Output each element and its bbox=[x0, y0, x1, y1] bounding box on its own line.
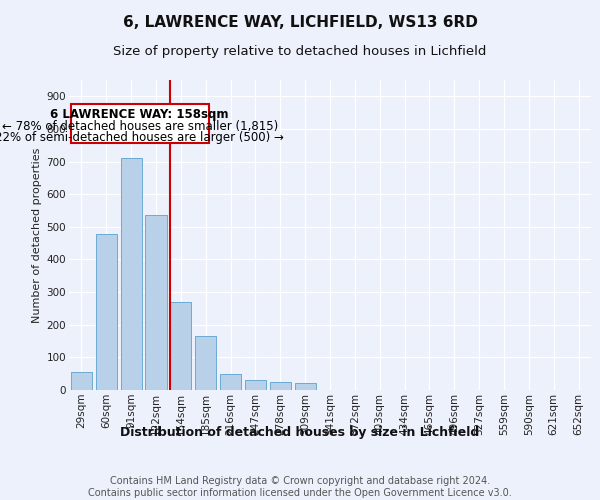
Text: ← 78% of detached houses are smaller (1,815): ← 78% of detached houses are smaller (1,… bbox=[2, 120, 278, 133]
FancyBboxPatch shape bbox=[71, 104, 209, 142]
Bar bbox=[71, 372, 92, 390]
Bar bbox=[270, 382, 291, 390]
Bar bbox=[96, 234, 117, 390]
Text: Distribution of detached houses by size in Lichfield: Distribution of detached houses by size … bbox=[121, 426, 479, 439]
Bar bbox=[195, 336, 216, 390]
Bar bbox=[170, 302, 191, 390]
Bar bbox=[245, 380, 266, 390]
Bar bbox=[220, 374, 241, 390]
Bar bbox=[145, 215, 167, 390]
Text: Contains HM Land Registry data © Crown copyright and database right 2024.
Contai: Contains HM Land Registry data © Crown c… bbox=[88, 476, 512, 498]
Text: Size of property relative to detached houses in Lichfield: Size of property relative to detached ho… bbox=[113, 45, 487, 58]
Text: 6 LAWRENCE WAY: 158sqm: 6 LAWRENCE WAY: 158sqm bbox=[50, 108, 229, 122]
Bar bbox=[295, 384, 316, 390]
Y-axis label: Number of detached properties: Number of detached properties bbox=[32, 148, 43, 322]
Text: 6, LAWRENCE WAY, LICHFIELD, WS13 6RD: 6, LAWRENCE WAY, LICHFIELD, WS13 6RD bbox=[122, 15, 478, 30]
Bar bbox=[121, 158, 142, 390]
Text: 22% of semi-detached houses are larger (500) →: 22% of semi-detached houses are larger (… bbox=[0, 131, 284, 144]
